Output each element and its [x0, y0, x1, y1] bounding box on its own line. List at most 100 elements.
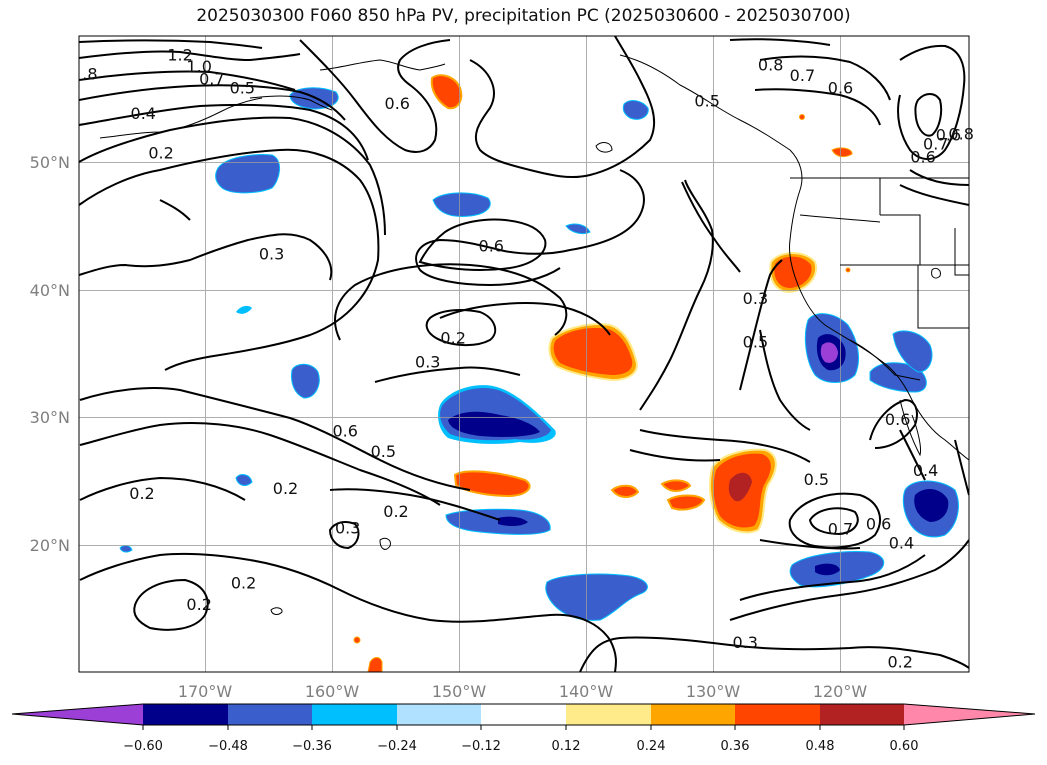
contour-label: 0.5: [804, 470, 829, 489]
contour-label: 0.6: [385, 94, 410, 113]
contour-label: 0.7: [923, 135, 948, 154]
colorbar-segment: [735, 704, 820, 725]
precip-strong-negative-area: [498, 516, 528, 527]
contour-label: 0.2: [440, 328, 465, 347]
precip-negative-area: [215, 154, 280, 194]
lat-label: 50°N: [30, 153, 70, 172]
precip-negative-area: [545, 573, 648, 621]
lon-label: 130°W: [686, 682, 741, 701]
precip-positive-area: [774, 256, 812, 288]
precip-negative-area: [892, 330, 933, 373]
contour-label: 0.4: [889, 534, 914, 553]
map-plot-area: [79, 36, 969, 672]
contour-label: 0.3: [415, 353, 440, 372]
contour-label: 0.6: [885, 410, 910, 429]
colorbar-tick-label: 0.12: [552, 739, 581, 754]
contour-label: 0.7: [199, 70, 224, 89]
colorbar-extend-high: [904, 704, 1035, 725]
colorbar: −0.60 −0.48 −0.36 −0.24 −0.12 0.12 0.24 …: [11, 703, 1036, 754]
contour-label: 0.8: [948, 124, 973, 143]
precip-negative-area: [291, 363, 320, 399]
colorbar-tick-label: 0.36: [721, 739, 750, 754]
contour-label: 0.3: [743, 289, 768, 308]
precip-negative-area: [432, 192, 491, 217]
precip-negative-area: [622, 100, 649, 120]
precip-negative-area: [235, 474, 253, 486]
contour-label: 0.5: [743, 332, 768, 351]
contour-label: 0.6: [828, 79, 853, 98]
precip-positive-area: [367, 657, 383, 672]
contour-label: 0.2: [148, 144, 173, 163]
precip-negative-area: [565, 223, 591, 235]
colorbar-tick-label: 0.48: [806, 739, 835, 754]
pv-contours: [79, 36, 969, 672]
contour-label: 1.0: [186, 57, 211, 76]
precip-positive-area: [453, 470, 531, 498]
precip-strong-negative-area: [815, 563, 840, 576]
lat-axis-labels: 50°N 40°N 30°N 20°N: [30, 153, 70, 555]
contour-label: 0.6: [866, 515, 891, 534]
lat-label: 20°N: [30, 536, 70, 555]
colorbar-tick-label: −0.48: [208, 739, 248, 754]
contour-label: 0.2: [887, 652, 912, 671]
contour-label: 0.4: [131, 104, 156, 123]
lon-label: 170°W: [178, 682, 233, 701]
contour-labels: 1.21.0.80.70.50.40.20.60.80.70.60.50.60.…: [82, 45, 974, 671]
coastlines-and-borders: [99, 54, 969, 615]
precip-positive-area: [666, 494, 706, 511]
colorbar-tick-label: −0.12: [461, 739, 501, 754]
contour-label: 0.4: [913, 461, 938, 480]
precip-strong-negative-area: [914, 488, 949, 522]
contour-label: 0.2: [383, 502, 408, 521]
precip-extreme-negative-area: [820, 342, 838, 363]
precip-positive-area: [831, 147, 853, 158]
contour-label: 0.5: [694, 91, 719, 110]
precip-positive-area: [845, 267, 851, 273]
precip-positive-area: [553, 328, 633, 375]
contour-label: 0.6: [332, 422, 357, 441]
colorbar-segment: [481, 704, 566, 725]
contour-label: 0.7: [790, 66, 815, 85]
colorbar-segment: [397, 704, 481, 725]
lon-label: 150°W: [432, 682, 487, 701]
colorbar-tick-label: −0.36: [292, 739, 332, 754]
contour-label: 0.3: [259, 244, 284, 263]
contour-label: 0.2: [129, 484, 154, 503]
colorbar-tick-label: −0.24: [377, 739, 417, 754]
colorbar-segment: [143, 704, 228, 725]
precip-positive-area: [799, 114, 805, 120]
colorbar-tick-label: 0.60: [890, 739, 919, 754]
colorbar-tick-label: −0.60: [123, 739, 163, 754]
contour-label: 0.2: [273, 479, 298, 498]
precip-very-strong-positive-area: [728, 472, 752, 502]
precip-positive-area: [660, 479, 692, 492]
contour-label: 0.8: [758, 56, 783, 75]
precip-positive-area: [353, 636, 361, 644]
map-frame: [78, 35, 970, 673]
contour-label: 0.3: [733, 633, 758, 652]
contour-label: 0.5: [371, 442, 396, 461]
contour-label: 1.2: [167, 45, 192, 64]
contour-label: 0.5: [230, 79, 255, 98]
contour-label: 0.2: [231, 573, 256, 592]
lon-axis-labels: 170°W 160°W 150°W 140°W 130°W 120°W: [178, 682, 868, 701]
lon-label: 120°W: [813, 682, 868, 701]
precip-anomaly-fills: [119, 74, 959, 672]
precip-positive-area: [610, 484, 640, 498]
lon-label: 160°W: [305, 682, 360, 701]
lat-lon-gridlines: [79, 36, 969, 672]
precip-negative-area: [236, 305, 252, 314]
colorbar-tick-label: 0.24: [637, 739, 666, 754]
colorbar-segment: [312, 704, 397, 725]
lon-label: 140°W: [559, 682, 614, 701]
contour-label: 0.3: [335, 518, 360, 537]
colorbar-segment: [651, 704, 735, 725]
contour-label: 0.6: [479, 237, 504, 256]
map-title: 2025030300 F060 850 hPa PV, precipitatio…: [196, 6, 851, 26]
lat-label: 40°N: [30, 281, 70, 300]
colorbar-segment: [820, 704, 904, 725]
colorbar-extend-low: [12, 704, 143, 725]
contour-label: 0.2: [186, 595, 211, 614]
contour-label: 0.6: [936, 126, 961, 145]
